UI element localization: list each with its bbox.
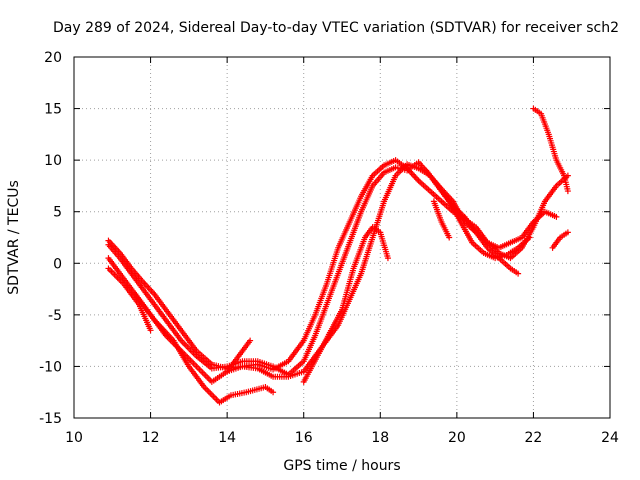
series-track-7 (300, 224, 391, 385)
x-tick-label: 20 (448, 430, 466, 446)
data-point (147, 327, 154, 334)
data-layer (105, 105, 571, 406)
y-tick-label: 10 (44, 153, 62, 169)
y-tick-label: -10 (39, 359, 62, 375)
series-track-11 (549, 229, 571, 251)
x-tick-label: 14 (218, 430, 236, 446)
y-tick-label: -5 (48, 308, 62, 324)
data-point (564, 188, 571, 195)
data-point (564, 229, 571, 236)
x-tick-label: 18 (371, 430, 389, 446)
y-axis-label: SDTVAR / TECUs (6, 180, 22, 295)
series-track-6 (224, 337, 254, 375)
series-track-8 (423, 167, 533, 262)
x-tick-label: 22 (525, 430, 543, 446)
data-point (526, 234, 533, 241)
chart-title: Day 289 of 2024, Sidereal Day-to-day VTE… (53, 20, 619, 36)
y-tick-label: 0 (53, 256, 62, 272)
x-tick-label: 16 (295, 430, 313, 446)
y-tick-label: 20 (44, 50, 62, 66)
data-point (515, 270, 522, 277)
series-track-5 (132, 291, 277, 406)
data-point (247, 337, 254, 344)
series-track-3 (105, 161, 522, 385)
y-tick-label: 15 (44, 102, 62, 118)
tick-layer: 10 12 14 16 18 20 22 24 -15 -10 -5 0 5 10 15 20 (39, 50, 619, 446)
x-axis-label: GPS time / hours (283, 458, 400, 474)
data-point (270, 389, 277, 396)
data-point (553, 213, 560, 220)
x-tick-label: 10 (65, 430, 83, 446)
data-point (384, 255, 391, 262)
y-tick-label: -15 (39, 411, 62, 427)
x-tick-label: 12 (142, 430, 160, 446)
y-tick-label: 5 (53, 205, 62, 221)
series-track-10 (530, 105, 571, 195)
data-point (446, 234, 453, 241)
plot-frame (73, 56, 611, 419)
x-tick-label: 24 (601, 430, 619, 446)
series-track-9 (430, 198, 453, 241)
series-track-4 (105, 265, 154, 334)
